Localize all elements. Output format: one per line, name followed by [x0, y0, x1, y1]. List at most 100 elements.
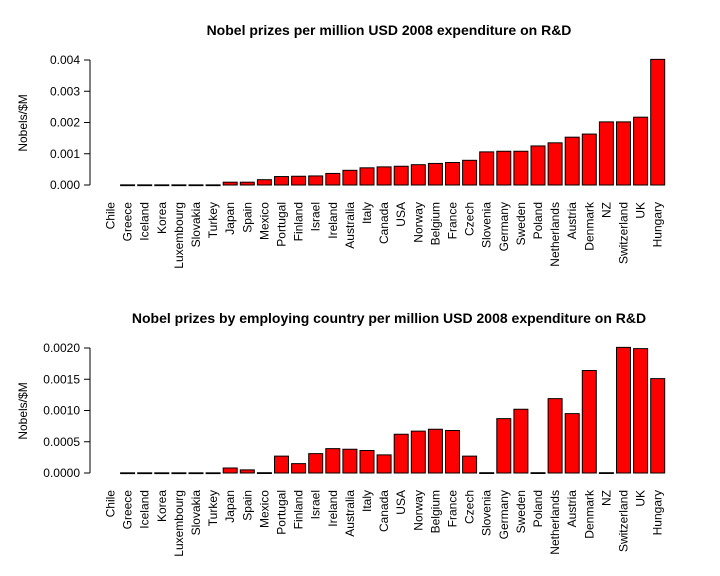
bar-mexico: [256, 472, 272, 474]
bar-ireland: [325, 448, 341, 474]
bar-greece: [120, 472, 136, 475]
category-label: Finland: [292, 490, 306, 529]
category-label: Sweden: [514, 202, 528, 245]
category-label: Portugal: [275, 490, 289, 535]
y-tick-label: 0.0015: [43, 372, 80, 386]
bar-usa: [393, 433, 409, 474]
category-label: Norway: [411, 490, 425, 531]
y-tick-label: 0.002: [50, 116, 80, 130]
bar-slovenia: [479, 151, 495, 186]
category-label: Slovenia: [480, 202, 494, 248]
y-tick-label: 0.003: [50, 84, 80, 98]
bar-ireland: [325, 172, 341, 186]
bar-czech: [462, 159, 478, 186]
category-label: Belgium: [428, 490, 442, 533]
bar-turkey: [205, 184, 221, 187]
category-label: Canada: [377, 202, 391, 244]
bar-korea: [154, 184, 170, 187]
bar-slovakia: [188, 472, 204, 475]
bar-canada: [376, 454, 392, 474]
bar-belgium: [427, 428, 443, 474]
bar-australia: [342, 169, 358, 186]
bar-sweden: [513, 150, 529, 186]
bar-denmark: [581, 370, 597, 474]
category-label: Slovenia: [480, 490, 494, 536]
y-tick-label: 0.0005: [43, 435, 80, 449]
bar-israel: [308, 453, 324, 474]
category-label: France: [446, 202, 460, 240]
y-axis: 0.000 0.001 0.002 0.003 0.004: [50, 53, 91, 192]
bar-germany: [496, 150, 512, 186]
category-label: Slovakia: [189, 490, 203, 536]
category-label: UK: [634, 202, 648, 219]
category-label: Germany: [497, 490, 511, 539]
bar-uk: [633, 348, 649, 474]
category-label: Spain: [240, 490, 254, 521]
bar-czech: [462, 455, 478, 474]
bar-iceland: [137, 472, 153, 475]
y-tick-label: 0.004: [50, 53, 80, 67]
category-label: Spain: [240, 202, 254, 233]
bar-germany: [496, 418, 512, 474]
category-label: Netherlands: [548, 490, 562, 555]
category-label: Iceland: [138, 202, 152, 241]
category-label: Poland: [531, 202, 545, 239]
bars: [120, 58, 666, 187]
bar-netherlands: [547, 142, 563, 186]
category-label: Austria: [565, 490, 579, 528]
bar-france: [445, 162, 460, 186]
category-label: Poland: [531, 490, 545, 527]
bar-austria: [564, 136, 580, 186]
category-label: Chile: [104, 490, 118, 518]
chart-title: Nobel prizes by employing country per mi…: [132, 310, 646, 326]
category-label: Australia: [343, 490, 357, 537]
bar-poland: [530, 472, 546, 474]
category-label: Turkey: [206, 202, 220, 238]
category-labels: Chile Greece Iceland Korea Luxembourg Slovaki…: [104, 201, 665, 269]
category-label: Canada: [377, 490, 391, 532]
bar-finland: [291, 463, 307, 474]
category-label: Italy: [360, 490, 374, 512]
bar-switzerland: [616, 346, 631, 474]
category-label: Norway: [411, 202, 425, 243]
bar-italy: [359, 167, 375, 186]
category-label: NZ: [599, 490, 613, 506]
category-label: Finland: [292, 202, 306, 241]
y-axis-label: Nobels/$M: [16, 94, 30, 151]
bar-japan: [222, 181, 238, 186]
category-label: Denmark: [582, 489, 596, 539]
bar-poland: [530, 145, 546, 186]
bar-switzerland: [616, 121, 631, 186]
category-label: Hungary: [651, 202, 665, 247]
bars: [120, 346, 666, 475]
category-label: Switzerland: [617, 202, 631, 264]
category-label: Italy: [360, 202, 374, 224]
bar-denmark: [581, 133, 597, 186]
bar-sweden: [513, 408, 529, 474]
category-label: Japan: [223, 490, 237, 523]
category-label: Sweden: [514, 490, 528, 533]
category-label: Czech: [463, 202, 477, 236]
category-label: Ireland: [326, 202, 340, 239]
category-label: Portugal: [275, 202, 289, 247]
bar-usa: [393, 165, 409, 186]
bar-turkey: [205, 472, 221, 475]
bar-korea: [154, 472, 170, 475]
category-label: Israel: [309, 490, 323, 519]
category-labels: Chile Greece Iceland Korea Luxembourg Slovaki…: [104, 489, 665, 557]
category-label: Iceland: [138, 490, 152, 529]
bar-iceland: [137, 184, 153, 187]
bar-greece: [120, 184, 136, 187]
bar-canada: [376, 166, 392, 186]
bar-netherlands: [547, 398, 563, 474]
category-label: Greece: [121, 490, 135, 530]
category-label: Israel: [309, 202, 323, 231]
chart-title: Nobel prizes per million USD 2008 expend…: [207, 22, 572, 38]
category-label: Luxembourg: [172, 202, 186, 269]
bar-slovakia: [188, 184, 204, 187]
bar-norway: [410, 430, 426, 474]
category-label: Japan: [223, 202, 237, 235]
category-label: USA: [394, 202, 408, 227]
y-tick-label: 0.001: [50, 147, 80, 161]
